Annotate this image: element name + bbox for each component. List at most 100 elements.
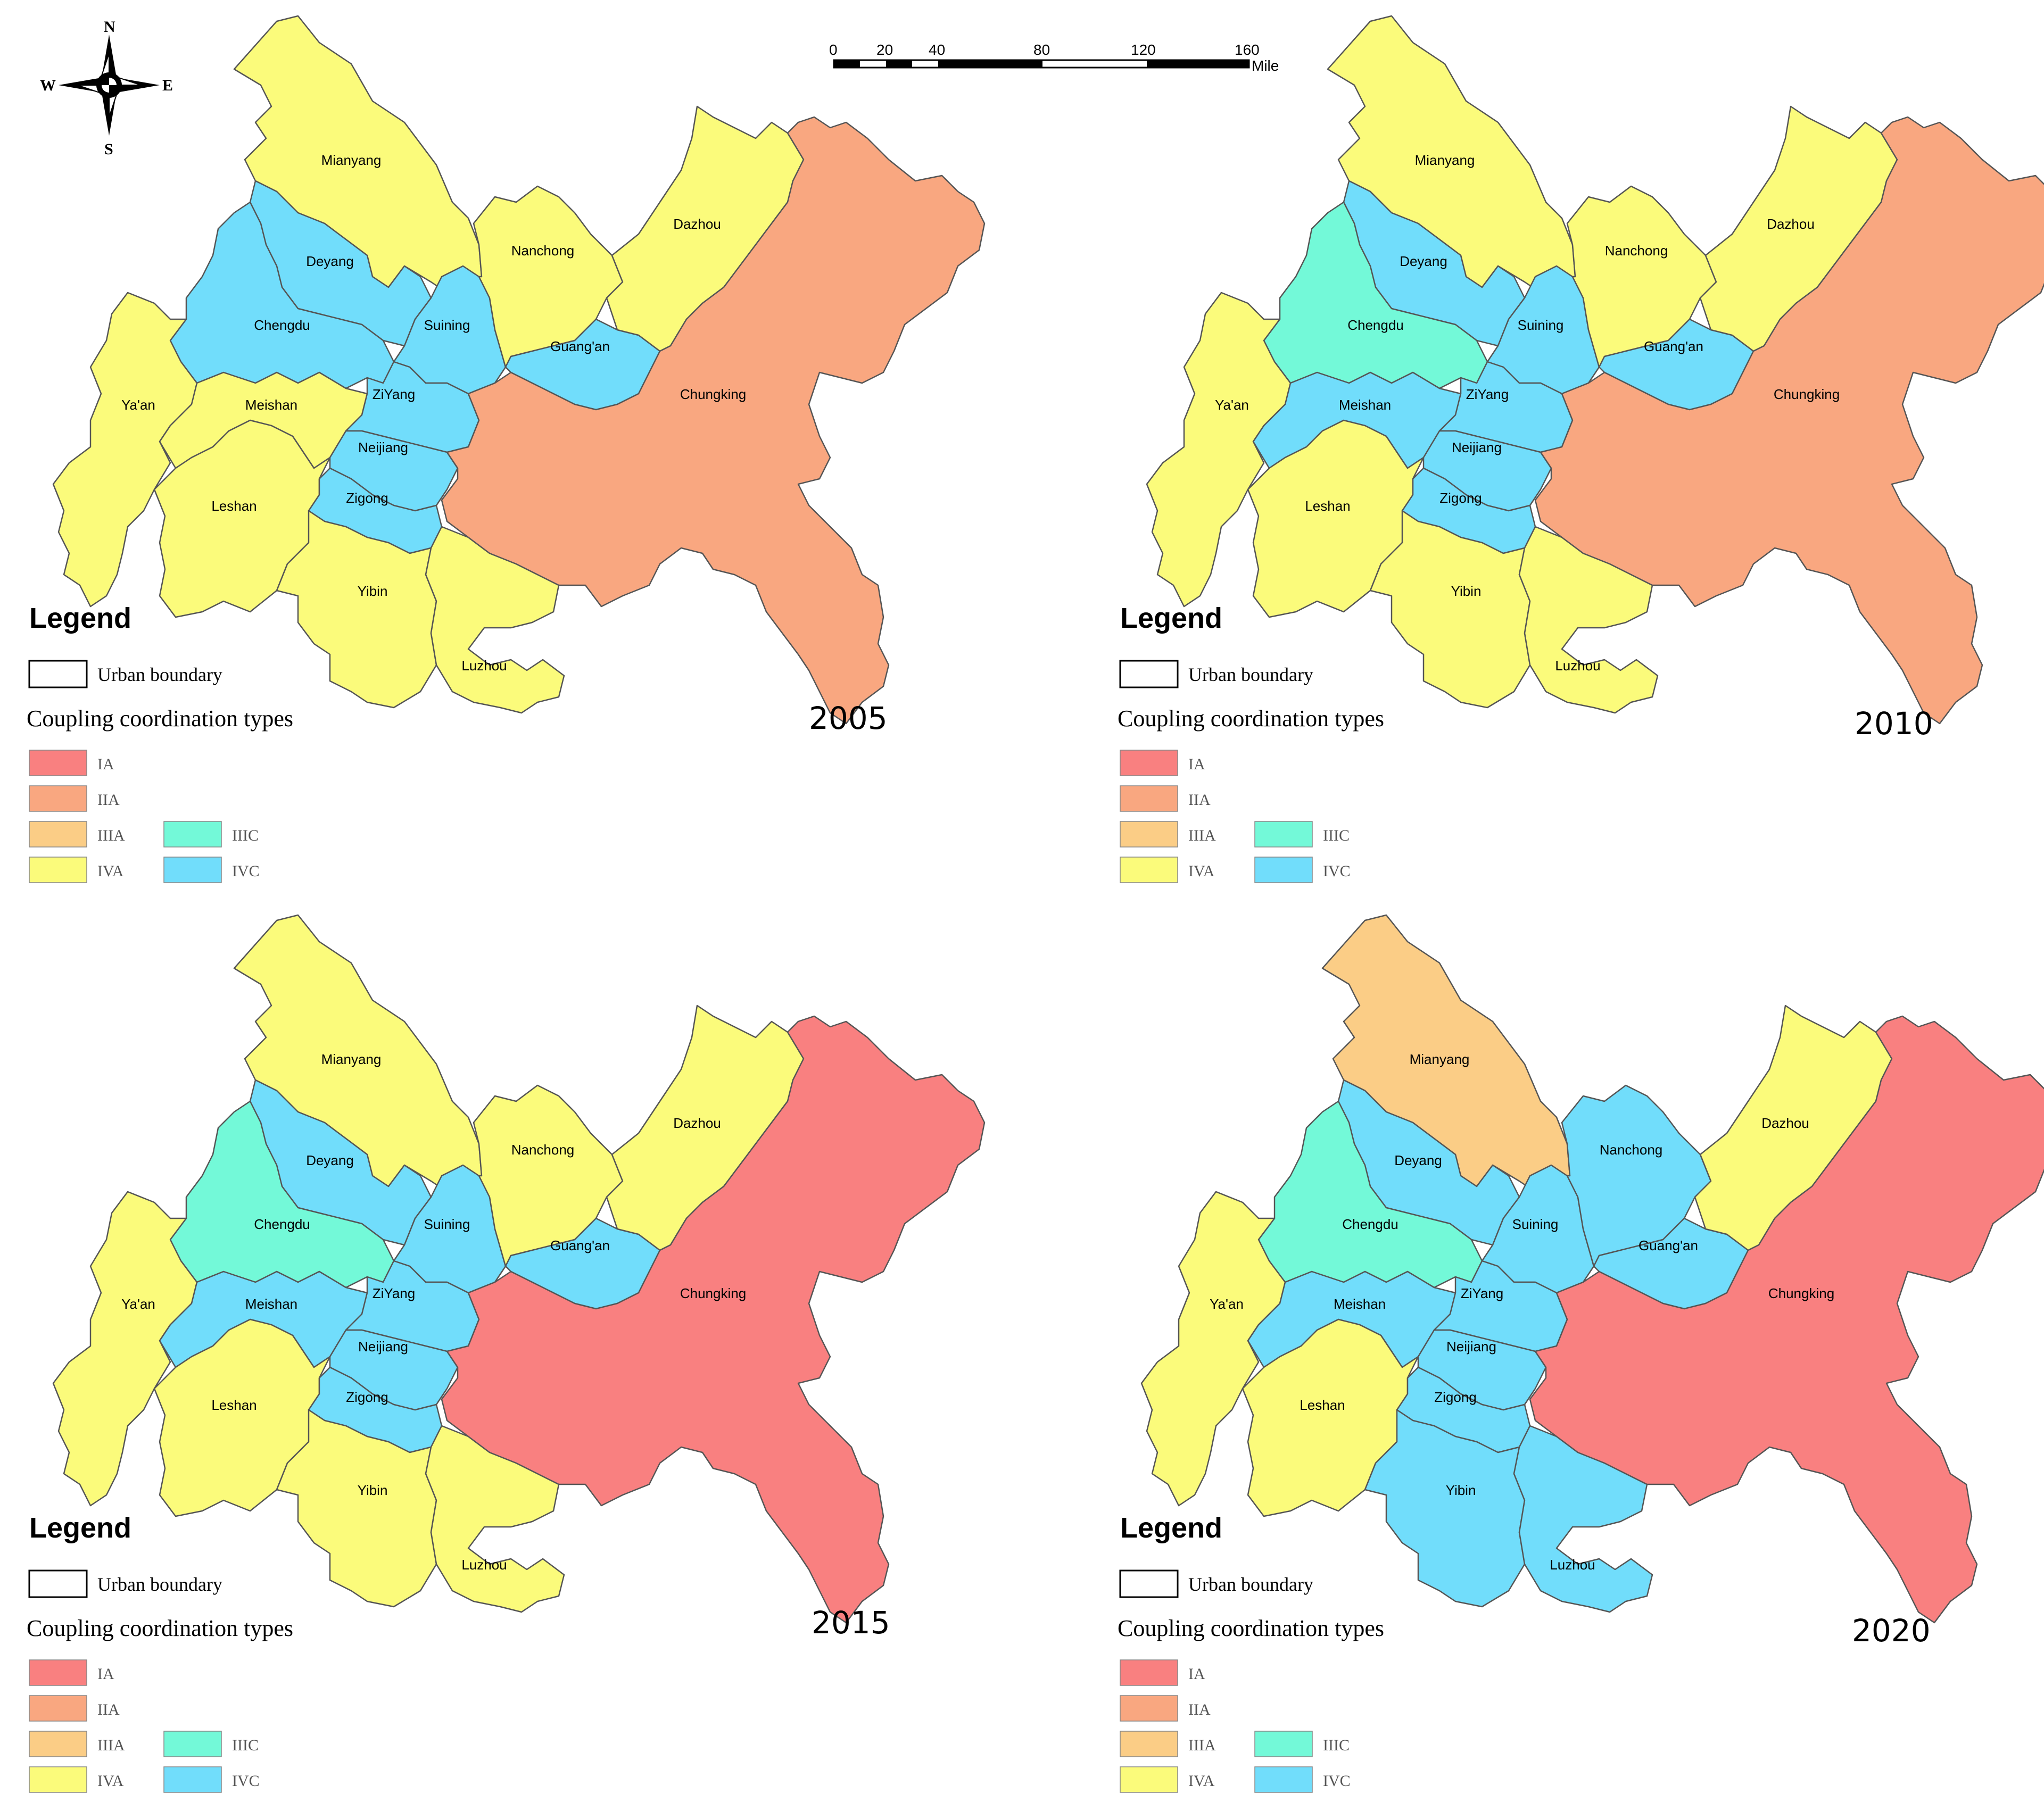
urban-boundary-swatch [28, 660, 88, 688]
legend-swatch-ivc [163, 857, 222, 883]
city-label-guangan: Guang'an [1644, 338, 1703, 354]
legend-label-iiic: IIIC [232, 1737, 259, 1754]
city-label-chungking: Chungking [680, 386, 746, 402]
legend-label-ivc: IVC [1323, 862, 1351, 880]
compass-east-label: E [162, 77, 173, 94]
city-label-luzhou: Luzhou [461, 658, 507, 674]
city-label-mianyang: Mianyang [1415, 152, 1475, 168]
coupling-types-heading: Coupling coordination types [1118, 705, 1384, 732]
legend-title: Legend [1120, 1512, 1222, 1544]
legend-swatch-iia [29, 785, 87, 812]
city-label-nanchong: Nanchong [1605, 243, 1668, 259]
city-label-yaan: Ya'an [1215, 397, 1249, 413]
legend-swatch-iia [1120, 785, 1178, 812]
urban-boundary-label: Urban boundary [1188, 1574, 1313, 1595]
legend-swatch-iva [1120, 857, 1178, 883]
city-label-nanchong: Nanchong [1600, 1142, 1663, 1158]
region-yaan [52, 1191, 198, 1507]
legend-label-iiia: IIIA [97, 827, 125, 844]
legend-swatch-ivc [1254, 1766, 1313, 1793]
legend-label-iia: IIA [97, 1701, 120, 1718]
legend-label-ivc: IVC [232, 1772, 260, 1790]
city-label-yibin: Yibin [358, 583, 388, 599]
map-regions: Mianyang Deyang Chengdu Ya'an Meishan Leshan S… [52, 15, 986, 725]
legend-title: Legend [29, 1512, 131, 1544]
city-label-ziyang: ZiYang [1466, 386, 1509, 402]
legend-label-iva: IVA [97, 1772, 124, 1790]
city-label-mianyang: Mianyang [321, 1051, 382, 1067]
legend-label-iia: IIA [97, 791, 120, 809]
city-label-yaan: Ya'an [121, 397, 155, 413]
legend-label-ivc: IVC [1323, 1772, 1351, 1790]
city-label-yibin: Yibin [1451, 583, 1482, 599]
legend-swatch-iiic [1254, 1731, 1313, 1757]
city-label-leshan: Leshan [1300, 1397, 1345, 1413]
legend-swatch-iva [1120, 1766, 1178, 1793]
region-yaan [1146, 292, 1292, 608]
region-yibin [276, 510, 437, 709]
urban-boundary-label: Urban boundary [1188, 664, 1313, 685]
legend-label-iia: IIA [1188, 791, 1211, 809]
city-label-neijiang: Neijiang [1446, 1339, 1496, 1355]
region-yibin [1364, 1409, 1526, 1608]
legend: Legend Urban boundary Coupling coordinatio… [27, 602, 293, 883]
legend: Legend Urban boundary Coupling coordinatio… [1118, 1512, 1384, 1793]
legend-label-iva: IVA [1188, 862, 1215, 880]
city-label-leshan: Leshan [211, 1397, 256, 1413]
city-label-chengdu: Chengdu [1342, 1216, 1398, 1232]
city-label-meishan: Meishan [1334, 1296, 1386, 1312]
map-regions: Mianyang Deyang Chengdu Ya'an Meishan Leshan S… [1146, 15, 2044, 725]
legend-swatch-ia [29, 750, 87, 776]
legend-swatch-iiic [1254, 821, 1313, 848]
urban-boundary-swatch [1119, 660, 1179, 688]
city-label-chungking: Chungking [1774, 386, 1840, 402]
region-yibin [1369, 510, 1531, 709]
city-label-luzhou: Luzhou [461, 1557, 507, 1573]
year-label: 2015 [812, 1605, 890, 1641]
region-yaan [1140, 1191, 1286, 1507]
scale-tick-160: 160 [1235, 41, 1260, 58]
legend-swatch-ia [1120, 750, 1178, 776]
city-label-yaan: Ya'an [121, 1296, 155, 1312]
legend-swatch-ivc [1254, 857, 1313, 883]
city-label-guangan: Guang'an [1638, 1237, 1698, 1253]
legend-title: Legend [1120, 602, 1222, 634]
legend-swatch-iiia [29, 821, 87, 848]
city-label-meishan: Meishan [1339, 397, 1391, 413]
legend-label-ia: IA [97, 755, 114, 773]
legend-label-iiic: IIIC [1323, 827, 1350, 844]
city-label-yaan: Ya'an [1210, 1296, 1244, 1312]
legend-swatch-iia [1120, 1695, 1178, 1722]
city-label-suining: Suining [1512, 1216, 1559, 1232]
scale-tick-80: 80 [1033, 41, 1050, 58]
legend: Legend Urban boundary Coupling coordinatio… [27, 1512, 293, 1793]
scale-tick-120: 120 [1131, 41, 1156, 58]
city-label-ziyang: ZiYang [373, 1285, 415, 1301]
city-label-dazhou: Dazhou [1767, 216, 1815, 232]
legend-label-iva: IVA [97, 862, 124, 880]
city-label-chengdu: Chengdu [1347, 317, 1404, 333]
city-label-chungking: Chungking [1768, 1285, 1834, 1301]
city-label-meishan: Meishan [245, 1296, 297, 1312]
map-regions: Mianyang Deyang Chengdu Ya'an Meishan Leshan S… [52, 914, 986, 1624]
city-label-mianyang: Mianyang [321, 152, 382, 168]
legend-swatch-ia [29, 1659, 87, 1686]
coupling-types-heading: Coupling coordination types [1118, 1615, 1384, 1641]
city-label-chungking: Chungking [680, 1285, 746, 1301]
legend-swatch-iiia [1120, 821, 1178, 848]
urban-boundary-swatch [28, 1569, 88, 1598]
scale-tick-0: 0 [829, 41, 838, 58]
city-label-dazhou: Dazhou [1761, 1115, 1809, 1131]
map-regions: Mianyang Deyang Chengdu Ya'an Meishan Leshan S… [1140, 914, 2044, 1624]
legend-label-ia: IA [1188, 1665, 1205, 1683]
city-label-meishan: Meishan [245, 397, 297, 413]
city-label-neijiang: Neijiang [1452, 439, 1502, 455]
legend-label-iiia: IIIA [1188, 1737, 1216, 1754]
scale-bar: 0 20 40 80 120 160 Mile [829, 41, 1279, 74]
north-arrow: N S E W [40, 18, 173, 158]
legend-swatch-ivc [163, 1766, 222, 1793]
city-label-guangan: Guang'an [550, 1237, 610, 1253]
coupling-types-heading: Coupling coordination types [27, 705, 293, 732]
legend-swatch-iva [29, 1766, 87, 1793]
